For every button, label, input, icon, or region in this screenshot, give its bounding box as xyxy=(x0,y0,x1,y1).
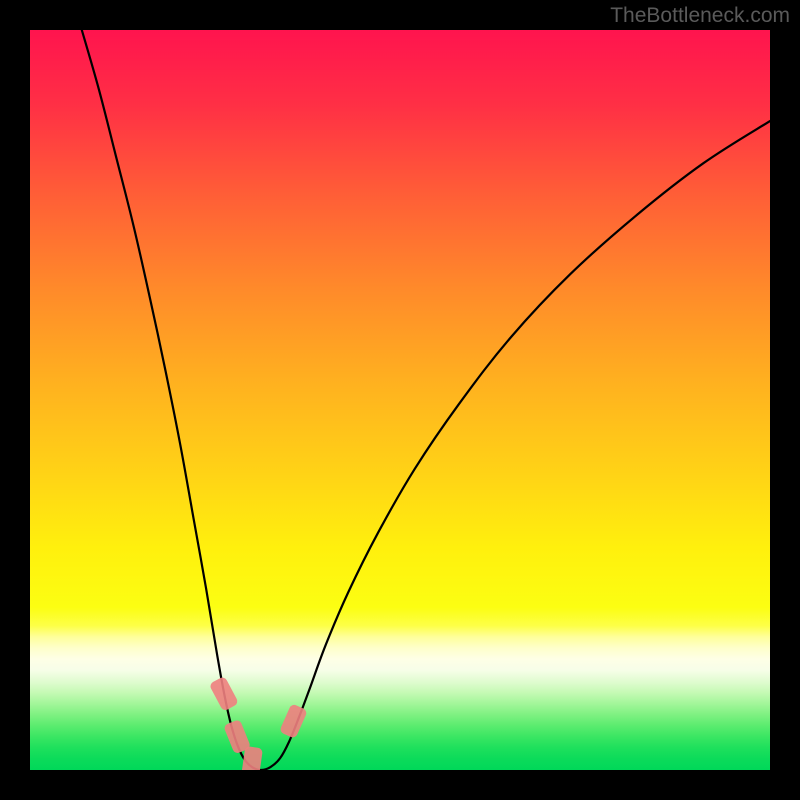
curve-markers xyxy=(209,676,308,770)
curve-marker xyxy=(209,676,239,712)
bottleneck-curve xyxy=(82,30,770,770)
curve-marker xyxy=(279,703,308,739)
watermark-text: TheBottleneck.com xyxy=(610,4,790,28)
chart-plot-area xyxy=(30,30,770,770)
chart-curve-layer xyxy=(30,30,770,770)
